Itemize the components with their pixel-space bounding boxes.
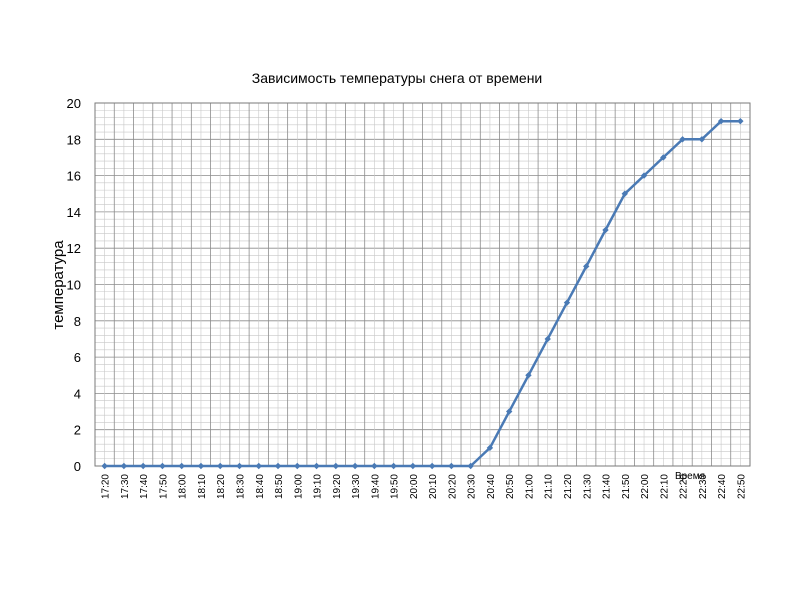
x-tick-label: 20:30 — [467, 474, 478, 499]
data-point — [139, 462, 147, 470]
data-point — [120, 462, 128, 470]
x-tick-label: 22:30 — [698, 474, 709, 499]
x-tick-label: 21:00 — [524, 474, 535, 499]
x-tick-label: 20:40 — [486, 474, 497, 499]
data-point — [698, 136, 706, 143]
data-point — [409, 462, 417, 470]
grid — [94, 102, 751, 467]
y-tick-label: 12 — [67, 241, 81, 256]
data-point — [236, 462, 243, 470]
data-point — [217, 462, 224, 470]
x-tick-label: 17:20 — [101, 474, 112, 499]
x-tick-label: 20:50 — [505, 474, 516, 499]
data-point — [544, 335, 551, 343]
data-point — [197, 462, 205, 470]
x-tick-label: 21:30 — [582, 474, 593, 499]
data-point — [390, 462, 397, 470]
y-axis-label: температура — [50, 240, 67, 330]
y-tick-label: 20 — [67, 96, 81, 111]
data-point — [448, 462, 455, 470]
chart-title: Зависимость температуры снега от времени — [252, 70, 543, 86]
x-tick-label: 22:20 — [679, 474, 690, 499]
x-tick-label: 19:30 — [351, 474, 362, 499]
x-tick-label: 18:10 — [197, 474, 208, 499]
y-tick-label: 6 — [74, 350, 81, 365]
x-tick-label: 22:50 — [736, 474, 747, 499]
data-point — [563, 299, 571, 306]
x-tick-label: 20:00 — [409, 474, 420, 499]
x-tick-label: 18:50 — [274, 474, 285, 499]
x-tick-label: 19:10 — [313, 474, 324, 499]
data-point — [486, 444, 494, 452]
y-tick-label: 14 — [67, 205, 81, 220]
y-tick-label: 8 — [74, 314, 81, 329]
series — [101, 117, 744, 470]
data-point — [294, 462, 301, 470]
data-point — [332, 462, 340, 470]
x-tick-label: 22:00 — [640, 474, 651, 499]
x-tick-label: 18:40 — [255, 474, 266, 499]
x-tick-label: 19:00 — [293, 474, 304, 499]
x-tick-label: 20:20 — [447, 474, 458, 499]
data-point — [505, 408, 513, 415]
y-tick-label: 16 — [67, 169, 81, 184]
data-point — [101, 462, 108, 470]
x-tick-label: 17:30 — [120, 474, 131, 499]
data-point — [313, 462, 320, 470]
data-point — [428, 462, 436, 470]
x-axis-label: Время — [675, 471, 705, 482]
x-tick-label: 18:30 — [235, 474, 246, 499]
x-tick-label: 17:40 — [139, 474, 150, 499]
data-point — [178, 462, 185, 470]
data-point — [255, 462, 262, 470]
x-tick-label: 19:50 — [390, 474, 401, 499]
series-line — [104, 119, 741, 468]
data-point — [274, 462, 282, 470]
data-point — [640, 172, 648, 179]
y-tick-label: 0 — [74, 459, 81, 474]
x-tick-label: 18:20 — [216, 474, 227, 499]
x-tick-label: 21:50 — [621, 474, 632, 499]
data-point — [621, 190, 628, 197]
x-tick-label: 21:10 — [544, 474, 555, 499]
data-point — [351, 462, 359, 470]
y-axis-ticks: 0 2 4 6 8 10 12 14 16 18 20 — [67, 96, 81, 474]
data-point — [525, 372, 532, 379]
y-tick-label: 18 — [67, 132, 81, 147]
y-tick-label: 2 — [74, 423, 81, 438]
x-tick-label: 20:10 — [428, 474, 439, 499]
data-point — [602, 226, 609, 234]
x-tick-label: 17:50 — [158, 474, 169, 499]
x-axis-ticks: 17:20 17:30 17:40 17:50 18:00 18:10 18:20 18:30… — [101, 474, 748, 499]
x-tick-label: 22:40 — [717, 474, 728, 499]
data-point — [159, 462, 166, 470]
x-tick-label: 19:20 — [332, 474, 343, 499]
data-point — [717, 117, 725, 125]
data-point — [660, 154, 667, 161]
data-point — [467, 462, 474, 470]
data-point — [737, 117, 744, 125]
y-tick-label: 4 — [74, 386, 81, 401]
x-tick-label: 22:10 — [659, 474, 670, 499]
data-point — [679, 136, 686, 143]
x-tick-label: 21:40 — [602, 474, 613, 499]
data-point — [583, 263, 590, 270]
y-tick-label: 10 — [67, 278, 81, 293]
x-tick-label: 18:00 — [178, 474, 189, 499]
x-tick-label: 19:40 — [370, 474, 381, 499]
x-tick-label: 21:20 — [563, 474, 574, 499]
data-point — [371, 462, 378, 470]
